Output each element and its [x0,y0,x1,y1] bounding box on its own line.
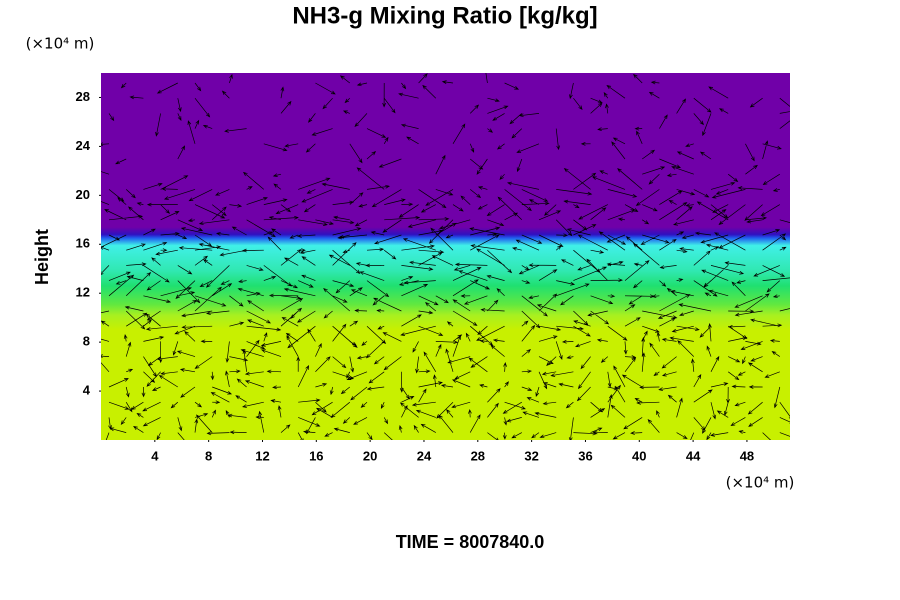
vector-field [101,73,790,440]
time-label: TIME = 8007840.0 [396,532,545,552]
chart-title: NH3-g Mixing Ratio [kg/kg] [292,2,597,29]
x-tick-label: 16 [309,448,323,463]
field [101,73,790,440]
arrows [101,73,790,440]
x-tick-label: 28 [471,448,485,463]
x-tick-label: 4 [151,448,159,463]
y-tick-label: 16 [76,236,90,251]
y-tick-label: 4 [83,383,91,398]
y-tick-label: 28 [76,89,90,104]
y-axis-label: Height [32,229,52,285]
x-tick-label: 40 [632,448,646,463]
y-tick-label: 12 [76,285,90,300]
y-unit: (×10⁴ m) [26,35,95,53]
x-tick-label: 36 [578,448,592,463]
x-tick-label: 48 [740,448,754,463]
x-tick-label: 32 [524,448,538,463]
x-tick-label: 8 [205,448,212,463]
y-tick-label: 24 [76,138,91,153]
x-tick-label: 44 [686,448,701,463]
x-unit: (×10⁴ m) [726,474,795,492]
y-tick-label: 20 [76,187,90,202]
x-tick-label: 24 [417,448,432,463]
y-tick-label: 8 [83,334,90,349]
x-tick-label: 20 [363,448,377,463]
x-tick-label: 12 [255,448,269,463]
